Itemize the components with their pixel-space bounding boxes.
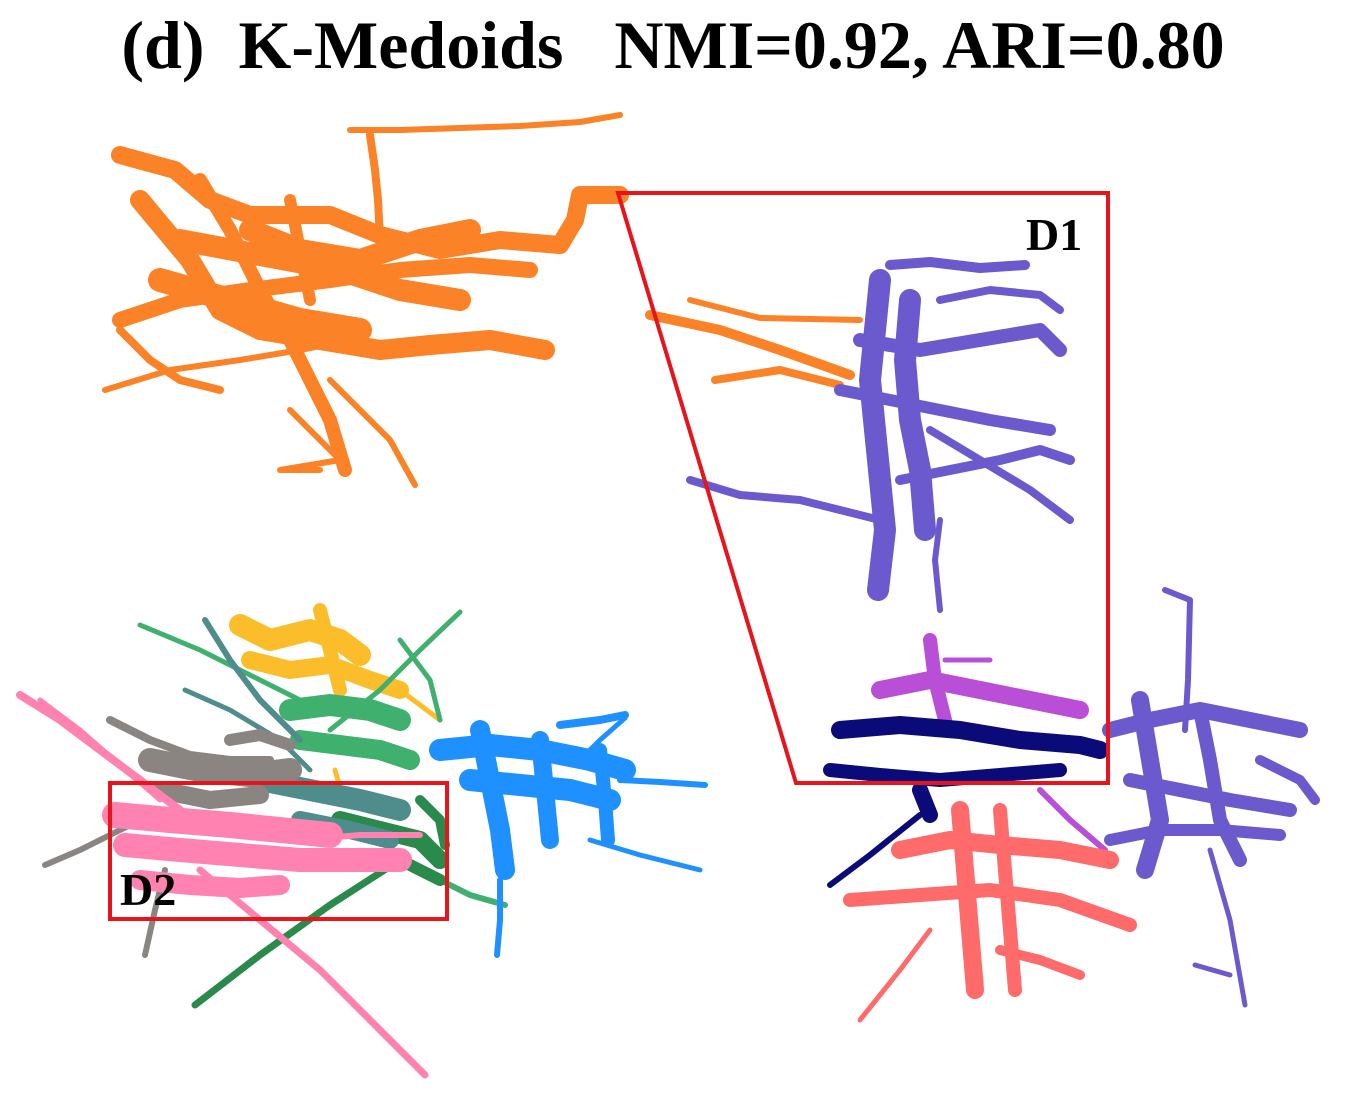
cluster-salmon <box>843 801 1137 1023</box>
cluster-orange <box>102 112 863 488</box>
region-d1-label: D1 <box>1026 209 1082 260</box>
figure-title: (d) K-Medoids NMI=0.92, ARI=0.80 <box>121 7 1225 83</box>
cluster-gray <box>42 716 302 958</box>
cluster-pink <box>16 691 429 1079</box>
cluster-magenta <box>871 633 1108 853</box>
cluster-green <box>137 609 508 908</box>
cluster-gold <box>229 603 443 808</box>
cluster-navy <box>823 716 1109 888</box>
cluster-violet <box>686 257 1320 1008</box>
region-d2: D2 <box>108 781 449 921</box>
cluster-blue <box>429 711 708 958</box>
region-d1: D1 <box>615 191 1110 785</box>
region-d2-label: D2 <box>120 864 176 915</box>
